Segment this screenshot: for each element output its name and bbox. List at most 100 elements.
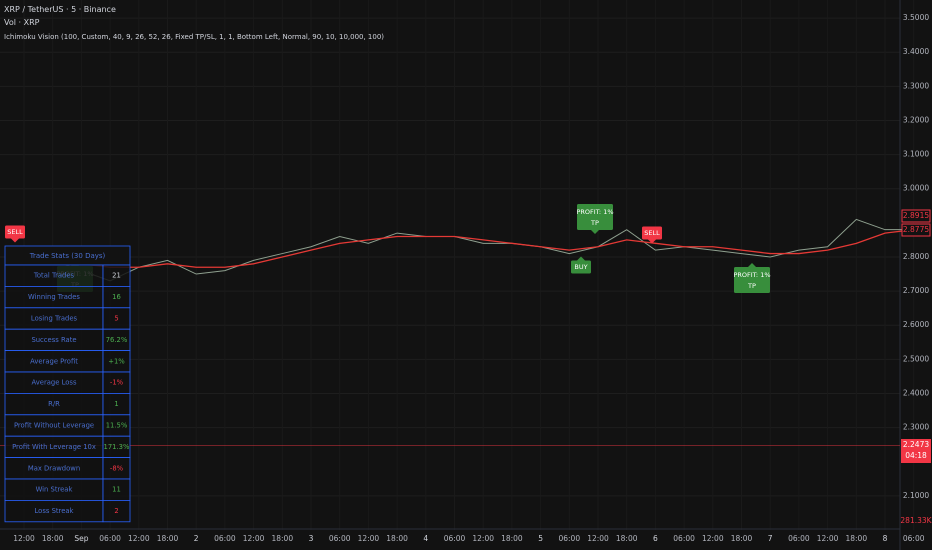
signal-pointer: [577, 256, 585, 261]
x-tick-label: 8: [883, 534, 888, 543]
stat-label: Success Rate: [31, 336, 76, 344]
x-tick-label: 06:00: [558, 534, 580, 543]
y-tick-label: 3.1000: [903, 150, 929, 159]
x-tick-label: 18:00: [271, 534, 293, 543]
y-tick-label: 3.2000: [903, 115, 929, 124]
signal-label: [577, 204, 613, 230]
signal-text: PROFIT: 1%: [576, 208, 613, 216]
signal-label: [5, 225, 25, 239]
stat-value: 5: [114, 315, 118, 323]
signal-label: [734, 267, 770, 293]
price-badge: [901, 209, 931, 223]
x-tick-label: 3: [309, 534, 314, 543]
y-tick-label: 2.7000: [903, 286, 929, 295]
stat-value: 21: [112, 272, 121, 280]
y-tick-label: 3.3000: [903, 81, 929, 90]
y-tick-label: 2.8000: [903, 252, 929, 261]
x-tick-label: 06:00: [214, 534, 236, 543]
stat-value: -8%: [110, 464, 124, 472]
signal-pointer: [11, 238, 19, 243]
signal-text: TP: [590, 219, 599, 227]
table-cell: [102, 499, 131, 523]
stats-table: Trade Stats (30 Days)Total Trades 21Winni…: [4, 245, 131, 523]
stat-value: 76.2%: [106, 336, 128, 344]
stat-label: Profit With Leverage 10x: [12, 443, 96, 451]
signal-text: TP: [747, 282, 756, 290]
x-tick-label: 18:00: [501, 534, 523, 543]
x-tick-label: 18:00: [157, 534, 179, 543]
x-tick-label: 06:00: [673, 534, 695, 543]
stat-value: 171.3%: [104, 443, 130, 451]
x-tick-label: 18:00: [731, 534, 753, 543]
signal-label: [571, 260, 591, 274]
x-tick-label: 06:00: [329, 534, 351, 543]
x-tick-label: 06:00: [788, 534, 810, 543]
signal-pointer: [648, 239, 656, 244]
x-tick-label: 18:00: [386, 534, 408, 543]
signal-text: BUY: [574, 263, 587, 271]
x-tick-label: 06:00: [444, 534, 466, 543]
stat-label: Winning Trades: [28, 293, 80, 301]
stat-label: Loss Streak: [35, 507, 74, 515]
signal-pointer: [591, 230, 599, 234]
stat-label: Average Loss: [32, 379, 77, 387]
x-tick-label: 12:00: [358, 534, 380, 543]
x-tick-label: 2: [194, 534, 199, 543]
x-tick-label: Sep: [74, 534, 88, 543]
y-tick-label: 3.4000: [903, 47, 929, 56]
x-tick-label: 12:00: [702, 534, 724, 543]
y-tick-label: 2.6000: [903, 320, 929, 329]
signal-text: SELL: [644, 229, 660, 237]
signal-text: PROFIT: 1%: [733, 271, 770, 279]
moving-average: [23, 229, 914, 268]
signal-pointer: [748, 263, 756, 267]
countdown: 04:18: [905, 451, 927, 460]
y-tick-label: 2.4000: [903, 388, 929, 397]
x-tick-label: 6: [653, 534, 658, 543]
x-tick-label: 5: [538, 534, 543, 543]
stat-value: +1%: [108, 357, 125, 365]
price-badge: [901, 439, 931, 463]
signal-text: SELL: [7, 228, 23, 236]
y-tick-label: 3.0000: [903, 184, 929, 193]
price-line: [23, 218, 914, 282]
stat-label: R/R: [48, 400, 60, 408]
y-tick-label: 2.1000: [903, 491, 929, 500]
volume-title: Vol · XRP: [4, 18, 40, 27]
x-tick-label: 12:00: [587, 534, 609, 543]
stat-label: Total Trades: [33, 272, 75, 280]
x-tick-label: 18:00: [42, 534, 64, 543]
stat-label: Max Drawdown: [28, 464, 80, 472]
stat-label: Profit Without Leverage: [14, 422, 94, 430]
stat-value: 1: [114, 400, 118, 408]
stat-value: 11.5%: [106, 422, 128, 430]
table-title: Trade Stats (30 Days): [29, 252, 106, 260]
stat-value: 16: [112, 293, 121, 301]
price-badge-label: 2.2473: [903, 440, 929, 449]
x-tick-label: 18:00: [845, 534, 867, 543]
x-tick-label: 12:00: [128, 534, 150, 543]
x-tick-label: 12:00: [243, 534, 265, 543]
x-tick-label: 12:00: [817, 534, 839, 543]
price-badge-label: 2.8775: [903, 225, 929, 234]
x-tick-label: 06:00: [99, 534, 121, 543]
stat-label: Losing Trades: [31, 315, 78, 323]
x-tick-label: 12:00: [472, 534, 494, 543]
stat-label: Average Profit: [30, 357, 78, 365]
price-badge-label: 2.8915: [903, 211, 929, 220]
volume-label: 281.33K: [900, 516, 932, 525]
chart-title: XRP / TetherUS · 5 · Binance: [4, 5, 116, 14]
x-tick-label: 7: [768, 534, 773, 543]
stat-value: 2: [114, 507, 118, 515]
price-badge: [901, 223, 931, 237]
indicator-title: Ichimoku Vision (100, Custom, 40, 9, 26,…: [4, 33, 384, 41]
stat-label: Win Streak: [36, 486, 73, 494]
x-tick-label: 18:00: [616, 534, 638, 543]
stat-value: -1%: [110, 379, 124, 387]
signal-label: [642, 226, 662, 240]
stat-value: 11: [112, 486, 121, 494]
